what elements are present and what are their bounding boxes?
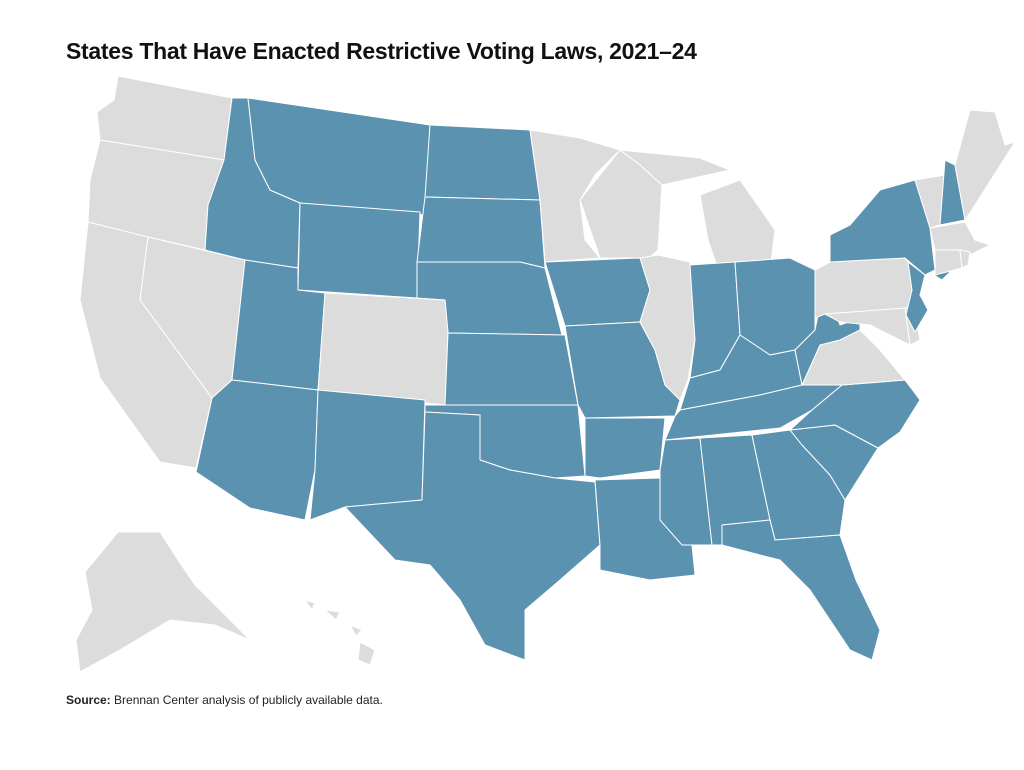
state-shape (639, 254, 696, 401)
state-nj (905, 261, 929, 333)
state-il (639, 254, 696, 401)
state-shape (529, 129, 621, 263)
state-shape (584, 417, 666, 479)
state-shape (309, 389, 426, 521)
state-shape (317, 292, 449, 406)
state-tx (344, 411, 601, 661)
state-az (195, 379, 319, 521)
state-shape (304, 599, 316, 611)
state-co (317, 292, 449, 406)
state-hi (304, 599, 376, 666)
state-shape (789, 379, 921, 449)
state-ri (959, 249, 971, 269)
state-shape (721, 519, 881, 661)
state-shape (424, 124, 541, 201)
state-shape (324, 609, 341, 621)
state-shape (954, 109, 1016, 221)
state-shape (959, 249, 971, 269)
state-mn (529, 129, 621, 263)
state-shape (75, 531, 251, 673)
source-text: Brennan Center analysis of publicly avai… (110, 693, 383, 707)
state-ar (584, 417, 666, 479)
state-shape (195, 379, 319, 521)
state-shape (544, 257, 651, 327)
state-nc (789, 379, 921, 449)
state-shape (905, 261, 929, 333)
state-fl (721, 519, 881, 661)
state-shape (934, 249, 963, 276)
state-nd (424, 124, 541, 201)
state-shape (619, 149, 731, 186)
state-shape (349, 624, 363, 637)
state-shape (297, 202, 421, 299)
state-sd (416, 196, 546, 269)
state-ia (544, 257, 651, 327)
state-ak (75, 531, 251, 673)
state-shape (444, 332, 579, 406)
state-me (954, 109, 1016, 221)
state-wy (297, 202, 421, 299)
state-ks (444, 332, 579, 406)
state-shape (357, 641, 376, 666)
state-shape (344, 411, 601, 661)
map-title: States That Have Enacted Restrictive Vot… (66, 38, 697, 64)
source-label: Source: (66, 693, 111, 707)
state-shape (416, 196, 546, 269)
source-note: Source: Brennan Center analysis of publi… (66, 693, 383, 707)
state-nm (309, 389, 426, 521)
state-ct (934, 249, 963, 276)
